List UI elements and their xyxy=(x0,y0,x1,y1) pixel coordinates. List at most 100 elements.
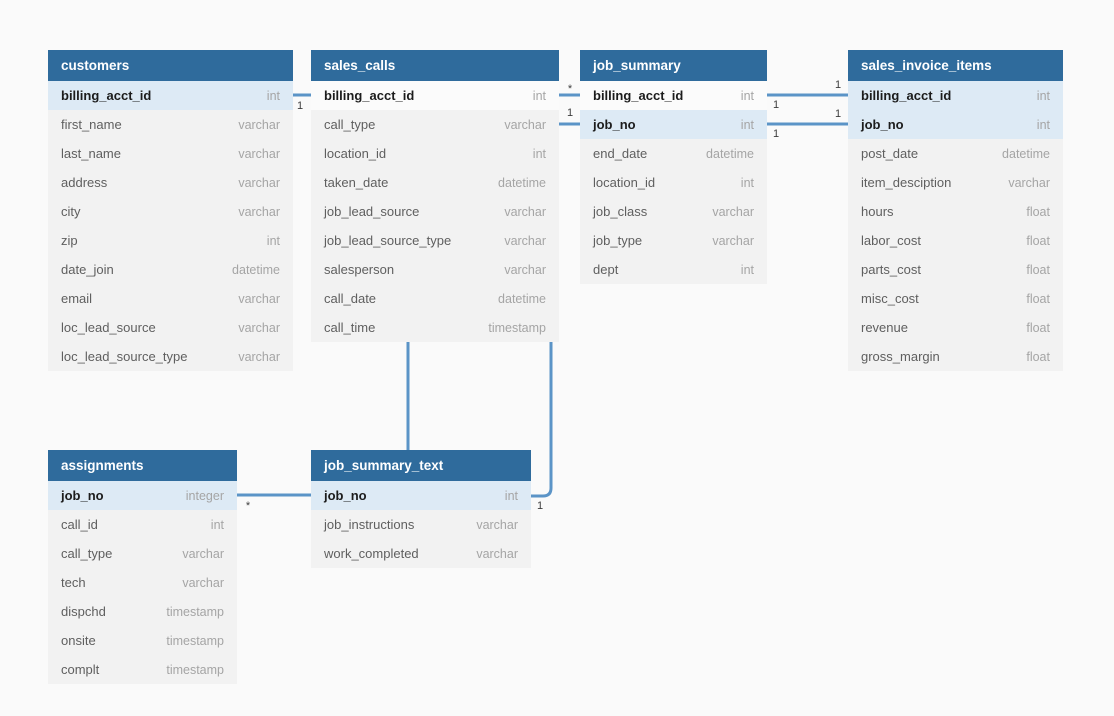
field-name: address xyxy=(61,175,108,190)
field-type: int xyxy=(532,88,546,103)
field-name: post_date xyxy=(861,146,919,161)
field-type: float xyxy=(1026,262,1050,277)
table-sales_invoice_items[interactable]: sales_invoice_items billing_acct_id int job… xyxy=(848,50,1063,371)
field-name: dispchd xyxy=(61,604,106,619)
field-row-job_summary_text-work_completed[interactable]: work_completed varchar xyxy=(311,539,531,568)
field-row-job_summary-job_class[interactable]: job_class varchar xyxy=(580,197,767,226)
field-row-sales_calls-billing_acct_id[interactable]: billing_acct_id int xyxy=(311,81,559,110)
field-row-sales_invoice_items-billing_acct_id[interactable]: billing_acct_id int xyxy=(848,81,1063,110)
field-row-job_summary_text-job_instructions[interactable]: job_instructions varchar xyxy=(311,510,531,539)
field-row-customers-loc_lead_source[interactable]: loc_lead_source varchar xyxy=(48,313,293,342)
field-type: varchar xyxy=(712,204,754,219)
table-sales_calls[interactable]: sales_calls billing_acct_id int call_type va… xyxy=(311,50,559,342)
field-type: int xyxy=(1036,117,1050,132)
field-row-assignments-call_type[interactable]: call_type varchar xyxy=(48,539,237,568)
field-row-sales_calls-job_lead_source[interactable]: job_lead_source varchar xyxy=(311,197,559,226)
field-row-job_summary-dept[interactable]: dept int xyxy=(580,255,767,284)
field-row-customers-loc_lead_source_type[interactable]: loc_lead_source_type varchar xyxy=(48,342,293,371)
field-name: date_join xyxy=(61,262,114,277)
field-row-job_summary-job_no[interactable]: job_no int xyxy=(580,110,767,139)
field-row-assignments-onsite[interactable]: onsite timestamp xyxy=(48,626,237,655)
field-row-job_summary-end_date[interactable]: end_date datetime xyxy=(580,139,767,168)
field-row-job_summary-location_id[interactable]: location_id int xyxy=(580,168,767,197)
field-row-customers-email[interactable]: email varchar xyxy=(48,284,293,313)
field-row-customers-first_name[interactable]: first_name varchar xyxy=(48,110,293,139)
field-type: int xyxy=(740,117,754,132)
field-name: email xyxy=(61,291,93,306)
field-name: job_lead_source_type xyxy=(324,233,452,248)
table-header-job_summary[interactable]: job_summary xyxy=(580,50,767,81)
field-name: billing_acct_id xyxy=(593,88,684,103)
field-name: billing_acct_id xyxy=(861,88,952,103)
field-row-customers-last_name[interactable]: last_name varchar xyxy=(48,139,293,168)
table-header-customers[interactable]: customers xyxy=(48,50,293,81)
field-row-sales_calls-call_type[interactable]: call_type varchar xyxy=(311,110,559,139)
field-type: datetime xyxy=(1002,146,1050,161)
field-row-sales_calls-taken_date[interactable]: taken_date datetime xyxy=(311,168,559,197)
field-type: timestamp xyxy=(166,604,224,619)
field-row-sales_calls-salesperson[interactable]: salesperson varchar xyxy=(311,255,559,284)
field-row-sales_invoice_items-parts_cost[interactable]: parts_cost float xyxy=(848,255,1063,284)
field-row-assignments-dispchd[interactable]: dispchd timestamp xyxy=(48,597,237,626)
field-row-assignments-call_id[interactable]: call_id int xyxy=(48,510,237,539)
field-row-job_summary-job_type[interactable]: job_type varchar xyxy=(580,226,767,255)
field-row-sales_invoice_items-post_date[interactable]: post_date datetime xyxy=(848,139,1063,168)
field-row-customers-city[interactable]: city varchar xyxy=(48,197,293,226)
field-row-sales_invoice_items-labor_cost[interactable]: labor_cost float xyxy=(848,226,1063,255)
table-header-sales_invoice_items[interactable]: sales_invoice_items xyxy=(848,50,1063,81)
field-row-sales_invoice_items-gross_margin[interactable]: gross_margin float xyxy=(848,342,1063,371)
field-row-sales_invoice_items-job_no[interactable]: job_no int xyxy=(848,110,1063,139)
field-row-sales_calls-call_time[interactable]: call_time timestamp xyxy=(311,313,559,342)
field-name: call_type xyxy=(324,117,376,132)
field-name: zip xyxy=(61,233,78,248)
field-name: job_no xyxy=(61,488,104,503)
table-title: job_summary_text xyxy=(324,458,444,473)
connector-job_summary_text-job_no-right[interactable] xyxy=(531,342,553,498)
field-row-sales_invoice_items-misc_cost[interactable]: misc_cost float xyxy=(848,284,1063,313)
field-name: loc_lead_source_type xyxy=(61,349,188,364)
field-name: call_time xyxy=(324,320,376,335)
field-row-customers-date_join[interactable]: date_join datetime xyxy=(48,255,293,284)
field-row-customers-billing_acct_id[interactable]: billing_acct_id int xyxy=(48,81,293,110)
field-type: timestamp xyxy=(488,320,546,335)
field-row-job_summary_text-job_no[interactable]: job_no int xyxy=(311,481,531,510)
cardinality-label: 1 xyxy=(835,79,841,91)
field-row-customers-zip[interactable]: zip int xyxy=(48,226,293,255)
cardinality-label: * xyxy=(246,500,251,512)
field-type: varchar xyxy=(238,117,280,132)
field-name: first_name xyxy=(61,117,122,132)
field-type: varchar xyxy=(182,546,224,561)
field-row-job_summary-billing_acct_id[interactable]: billing_acct_id int xyxy=(580,81,767,110)
table-assignments[interactable]: assignments job_no integer call_id int call_t… xyxy=(48,450,237,684)
field-type: varchar xyxy=(238,349,280,364)
field-name: loc_lead_source xyxy=(61,320,156,335)
table-header-assignments[interactable]: assignments xyxy=(48,450,237,481)
field-row-sales_invoice_items-item_desciption[interactable]: item_desciption varchar xyxy=(848,168,1063,197)
field-row-assignments-complt[interactable]: complt timestamp xyxy=(48,655,237,684)
field-type: int xyxy=(1036,88,1050,103)
field-row-assignments-job_no[interactable]: job_no integer xyxy=(48,481,237,510)
field-row-sales_calls-location_id[interactable]: location_id int xyxy=(311,139,559,168)
field-row-sales_calls-job_lead_source_type[interactable]: job_lead_source_type varchar xyxy=(311,226,559,255)
field-name: job_no xyxy=(324,488,367,503)
table-customers[interactable]: customers billing_acct_id int first_name var… xyxy=(48,50,293,371)
field-type: timestamp xyxy=(166,662,224,677)
field-name: call_type xyxy=(61,546,113,561)
table-header-sales_calls[interactable]: sales_calls xyxy=(311,50,559,81)
field-type: varchar xyxy=(1008,175,1050,190)
table-job_summary_text[interactable]: job_summary_text job_no int job_instruction… xyxy=(311,450,531,568)
field-name: job_no xyxy=(861,117,904,132)
field-type: float xyxy=(1026,233,1050,248)
table-job_summary[interactable]: job_summary billing_acct_id int job_no int en… xyxy=(580,50,767,284)
field-row-sales_invoice_items-hours[interactable]: hours float xyxy=(848,197,1063,226)
field-name: job_instructions xyxy=(324,517,415,532)
field-type: float xyxy=(1026,291,1050,306)
cardinality-label: 1 xyxy=(567,107,573,119)
field-type: datetime xyxy=(706,146,754,161)
table-header-job_summary_text[interactable]: job_summary_text xyxy=(311,450,531,481)
field-row-assignments-tech[interactable]: tech varchar xyxy=(48,568,237,597)
field-row-sales_calls-call_date[interactable]: call_date datetime xyxy=(311,284,559,313)
field-name: location_id xyxy=(324,146,387,161)
field-row-customers-address[interactable]: address varchar xyxy=(48,168,293,197)
field-row-sales_invoice_items-revenue[interactable]: revenue float xyxy=(848,313,1063,342)
